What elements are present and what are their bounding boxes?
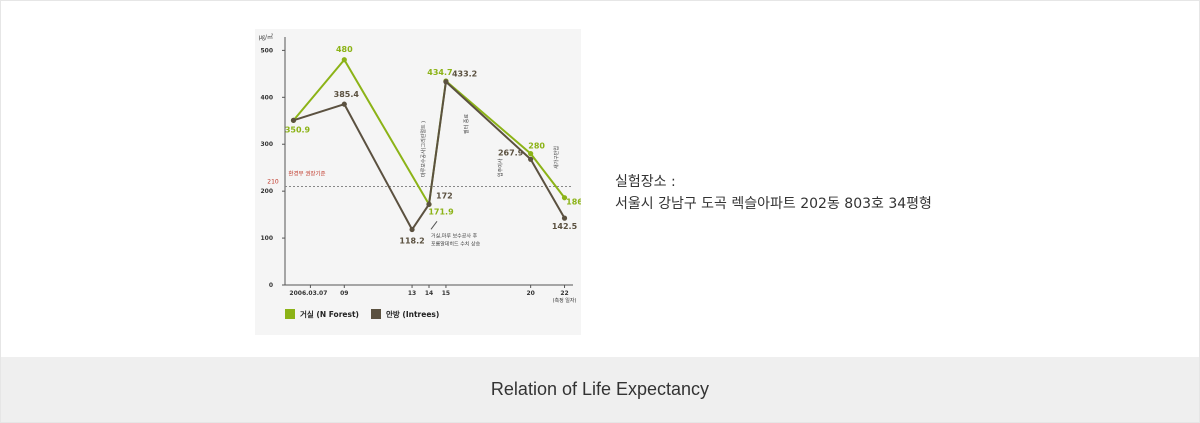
legend-label: 거실 (N Forest) — [300, 309, 359, 319]
location-label: 실험장소 : — [615, 174, 676, 190]
x-tick-label: 09 — [340, 290, 348, 297]
line-chart: ㎍/㎥ 0 100 200 300 400 500 2006.03.07 09 13 14 15 20 2… — [259, 33, 581, 319]
data-point — [561, 215, 568, 221]
x-axis-note: (측정 일자) — [553, 297, 577, 304]
data-point — [341, 57, 347, 63]
x-tick-label: 22 — [560, 290, 568, 297]
footer-title: Relation of Life Expectancy — [490, 379, 710, 399]
note-arrow — [430, 220, 438, 230]
data-label: 118.2 — [399, 237, 424, 246]
y-tick-label: 500 — [260, 47, 273, 54]
x-tick-label: 14 — [425, 290, 433, 297]
data-label: 267.9 — [498, 148, 524, 157]
x-tick-label: 13 — [408, 290, 416, 297]
reference-text: 환경부 권장기준 — [288, 169, 325, 177]
data-point — [443, 79, 449, 85]
data-point — [561, 195, 568, 201]
data-label: 434.7 — [427, 68, 452, 77]
data-point — [426, 201, 432, 207]
location-address: 서울시 강남구 도곡 렉슬아파트 202동 803호 34평형 — [615, 196, 932, 212]
note-text: 거실,마루 보수공사 후 — [431, 232, 478, 239]
legend-swatch — [285, 309, 295, 319]
series-line-living-room — [292, 58, 566, 206]
data-label: 142.5 — [552, 222, 578, 231]
data-label: 433.2 — [452, 70, 477, 79]
y-tick-label: 400 — [260, 94, 273, 101]
x-tick-label: 2006.03.07 — [289, 290, 327, 297]
location-info: 실험장소 : 서울시 강남구 도곡 렉슬아파트 202동 803호 34평형 — [615, 171, 932, 215]
y-tick-label: 100 — [260, 235, 273, 242]
event-annotation: 마루보수공사(그리린멀트 ) — [420, 121, 427, 177]
chart-panel: ㎍/㎥ 0 100 200 300 400 500 2006.03.07 09 13 14 15 20 2… — [255, 29, 581, 335]
legend-swatch — [371, 309, 381, 319]
note-text: 포름알데히드 수치 상승 — [431, 240, 481, 247]
data-point — [409, 226, 415, 233]
data-label: 480 — [336, 45, 353, 54]
data-label: 280 — [528, 142, 545, 151]
y-tick-label: 200 — [260, 188, 273, 195]
legend-label: 안방 (Intrees) — [386, 309, 439, 319]
x-tick-label: 15 — [442, 290, 450, 297]
data-point — [528, 156, 534, 162]
y-tick-label: 0 — [269, 282, 273, 289]
event-annotation: 새가구반입 — [553, 146, 560, 169]
data-label: 186 — [566, 198, 581, 207]
data-label: 172 — [436, 191, 453, 200]
data-label: 350.9 — [285, 125, 311, 134]
event-annotation: 필터 종료 — [463, 114, 470, 134]
data-point — [341, 101, 347, 107]
data-point — [290, 117, 297, 123]
data-label: 385.4 — [334, 90, 360, 99]
y-tick-label: 300 — [260, 141, 273, 148]
footer-caption: Relation of Life Expectancy — [1, 357, 1199, 422]
x-tick-label: 20 — [526, 290, 534, 297]
data-point — [528, 151, 534, 157]
event-annotation: 입주이사 — [497, 158, 504, 177]
reference-value-label: 210 — [267, 178, 279, 185]
y-unit-label: ㎍/㎥ — [259, 33, 273, 42]
data-label: 171.9 — [428, 207, 454, 216]
